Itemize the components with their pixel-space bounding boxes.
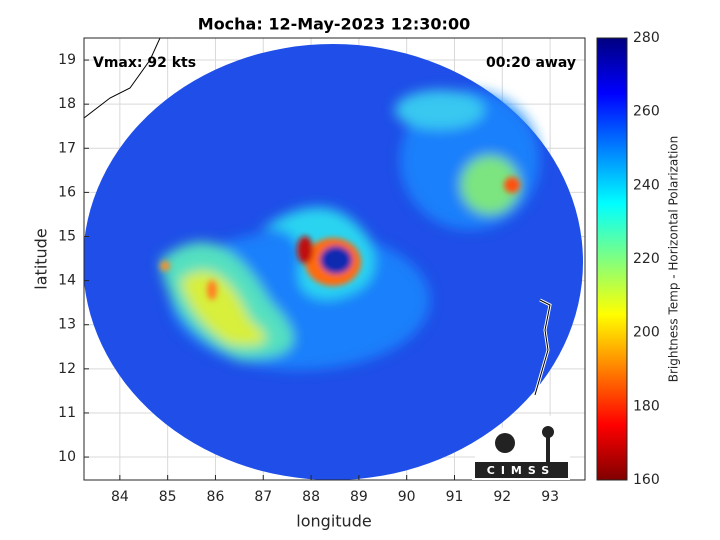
colorbar-tick-label: 200	[633, 325, 660, 341]
x-tick-label: 90	[398, 489, 416, 505]
axes: 84 85 86 87 88 89 90 91 92 93 10 11 12 13 14 15 16 17 18 19…	[58, 30, 660, 505]
colorbar-tick-label: 240	[633, 177, 660, 193]
y-tick-label: 17	[58, 140, 76, 156]
plot-frame	[83, 37, 586, 481]
y-tick-label: 18	[58, 96, 76, 112]
y-tick-label: 11	[58, 405, 76, 421]
y-tick-label: 16	[58, 184, 76, 200]
y-tick-label: 19	[58, 52, 76, 68]
x-tick-label: 86	[207, 489, 225, 505]
colorbar-label: Brightness Temp - Horizontal Polarizatio…	[667, 136, 681, 383]
x-tick-label: 91	[446, 489, 464, 505]
y-tick-label: 15	[58, 229, 76, 245]
x-tick-label: 85	[159, 489, 177, 505]
colorbar-tick-label: 280	[633, 30, 660, 46]
time-annotation: 00:20 away	[486, 55, 576, 71]
colorbar	[596, 37, 628, 481]
x-tick-label: 88	[302, 489, 320, 505]
x-tick-label: 93	[541, 489, 559, 505]
x-tick-label: 87	[254, 489, 272, 505]
colorbar-tick-label: 160	[633, 472, 660, 488]
y-tick-label: 13	[58, 317, 76, 333]
y-tick-label: 14	[58, 273, 76, 289]
x-tick-label: 92	[493, 489, 511, 505]
y-tick-label: 10	[58, 449, 76, 465]
logo: CIMSS	[472, 415, 570, 480]
vmax-annotation: Vmax: 92 kts	[93, 55, 196, 71]
x-axis-label: longitude	[296, 512, 371, 531]
x-tick-label: 84	[111, 489, 129, 505]
y-axis-label: latitude	[32, 228, 51, 289]
colorbar-tick-label: 220	[633, 251, 660, 267]
satellite-swath	[84, 38, 583, 480]
colorbar-tick-label: 260	[633, 104, 660, 120]
x-tick-label: 89	[350, 489, 368, 505]
y-tick-label: 12	[58, 361, 76, 377]
colorbar-tick-label: 180	[633, 398, 660, 414]
logo-text: CIMSS	[487, 464, 555, 477]
title: Mocha: 12-May-2023 12:30:00	[198, 15, 470, 34]
